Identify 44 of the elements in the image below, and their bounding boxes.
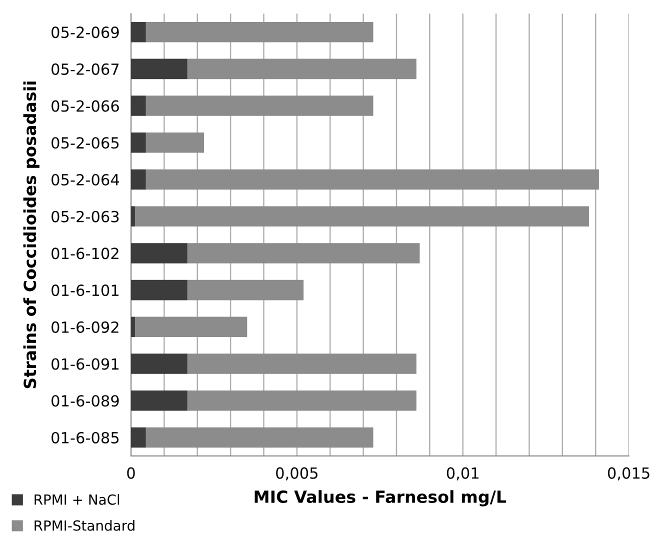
bar bbox=[131, 427, 146, 448]
bar bbox=[131, 354, 188, 374]
legend-label: RPMI-Standard bbox=[34, 520, 134, 531]
y-tick-label: 01-6-085 bbox=[52, 432, 119, 444]
bar bbox=[131, 206, 135, 226]
bar bbox=[146, 169, 599, 190]
y-tick-label: 05-2-067 bbox=[52, 63, 119, 75]
bar bbox=[146, 132, 204, 153]
bar bbox=[187, 58, 416, 80]
bar bbox=[134, 206, 589, 226]
bar bbox=[146, 96, 374, 116]
bar bbox=[131, 58, 188, 80]
legend-label: RPMI + NaCl bbox=[34, 494, 120, 505]
bar bbox=[131, 169, 146, 190]
bar bbox=[187, 280, 304, 300]
y-tick-label: 01-6-101 bbox=[52, 284, 118, 296]
bar bbox=[131, 96, 146, 116]
y-tick-label: 01-6-102 bbox=[52, 248, 118, 260]
y-axis-title: Strains of Coccidioides posadasii bbox=[23, 82, 40, 388]
bar bbox=[131, 316, 135, 338]
y-tick-label: 05-2-064 bbox=[52, 174, 120, 186]
bar bbox=[131, 243, 188, 264]
bar bbox=[131, 22, 146, 42]
bar bbox=[134, 316, 248, 338]
y-tick-label: 05-2-069 bbox=[52, 26, 119, 38]
x-axis-title: MIC Values - Farnesol mg/L bbox=[254, 490, 506, 506]
bar bbox=[187, 354, 416, 374]
x-tick-label: 0,015 bbox=[608, 467, 650, 480]
bar bbox=[146, 427, 374, 448]
y-tick-label: 01-6-091 bbox=[52, 358, 118, 370]
x-tick-label: 0,01 bbox=[446, 467, 478, 480]
bar bbox=[187, 243, 420, 264]
y-tick-label: 01-6-089 bbox=[52, 395, 119, 407]
bar bbox=[131, 280, 188, 300]
bar bbox=[146, 22, 374, 42]
y-tick-label: 05-2-066 bbox=[52, 100, 119, 112]
y-tick-label: 05-2-063 bbox=[52, 210, 119, 222]
y-tick-label: 05-2-065 bbox=[52, 137, 119, 149]
x-tick-label: 0 bbox=[127, 467, 135, 479]
y-tick-label: 01-6-092 bbox=[52, 321, 118, 333]
bar bbox=[187, 390, 416, 411]
bar bbox=[131, 132, 146, 153]
bar bbox=[131, 390, 188, 411]
x-tick-label: 0,005 bbox=[276, 467, 318, 480]
